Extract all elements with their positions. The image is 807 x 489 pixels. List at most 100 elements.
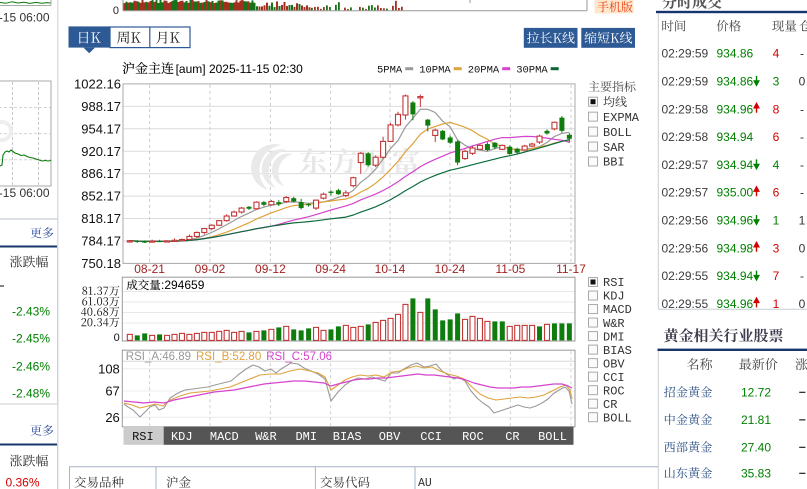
svg-text:27.40: 27.40 xyxy=(741,441,771,455)
svg-text:BIAS: BIAS xyxy=(603,344,632,358)
svg-text:934.96: 934.96 xyxy=(717,297,754,311)
svg-text:-: - xyxy=(800,158,804,172)
svg-text:02:29:56: 02:29:56 xyxy=(662,214,709,228)
svg-text:0: 0 xyxy=(799,297,806,311)
svg-text:KDJ: KDJ xyxy=(603,290,625,304)
svg-text:RSI_A:46.89: RSI_A:46.89 xyxy=(126,351,191,363)
svg-text:5PMA: 5PMA xyxy=(377,65,403,77)
svg-text:26: 26 xyxy=(105,410,119,425)
svg-text:934.94: 934.94 xyxy=(717,158,754,172)
svg-text:-15 06:00: -15 06:00 xyxy=(0,186,50,200)
svg-text:10-24: 10-24 xyxy=(435,262,466,276)
svg-text:BOLL: BOLL xyxy=(538,430,567,444)
svg-text:09-24: 09-24 xyxy=(315,262,346,276)
svg-text:8: 8 xyxy=(773,102,780,116)
svg-text:934.94: 934.94 xyxy=(717,130,754,144)
svg-text:08-21: 08-21 xyxy=(134,262,165,276)
svg-text:20PMA: 20PMA xyxy=(468,65,500,77)
svg-text:MACD: MACD xyxy=(603,303,632,317)
svg-text:108: 108 xyxy=(98,361,120,376)
svg-text:35.83: 35.83 xyxy=(741,467,771,481)
svg-text:CCI: CCI xyxy=(420,430,442,444)
svg-text:6: 6 xyxy=(773,186,780,200)
svg-text:W&R: W&R xyxy=(603,317,625,331)
svg-text:3: 3 xyxy=(773,241,780,255)
svg-text:0: 0 xyxy=(799,75,806,89)
svg-text:0: 0 xyxy=(114,332,120,344)
svg-text:BIAS: BIAS xyxy=(333,430,362,444)
svg-text:784.17: 784.17 xyxy=(81,234,121,249)
svg-text:BBI: BBI xyxy=(603,156,625,170)
svg-text:988.17: 988.17 xyxy=(81,99,121,114)
svg-text:CR: CR xyxy=(603,398,617,412)
svg-text:DMI: DMI xyxy=(603,330,625,344)
svg-text:3: 3 xyxy=(773,75,780,89)
svg-text:ROC: ROC xyxy=(462,430,484,444)
svg-text:934.94: 934.94 xyxy=(717,269,754,283)
svg-text:750.18: 750.18 xyxy=(81,256,121,271)
svg-text:-2.43%: -2.43% xyxy=(12,305,50,319)
svg-text:12.72: 12.72 xyxy=(741,386,771,400)
svg-text:OBV: OBV xyxy=(603,357,625,371)
svg-text:CCI: CCI xyxy=(603,371,625,385)
svg-text:4: 4 xyxy=(773,158,780,172)
svg-text:0.36%: 0.36% xyxy=(5,476,39,489)
svg-text:920.17: 920.17 xyxy=(81,144,121,159)
svg-text:21.81: 21.81 xyxy=(741,413,771,427)
svg-text:DMI: DMI xyxy=(295,430,317,444)
svg-text:02:29:58: 02:29:58 xyxy=(662,130,709,144)
svg-text:02:29:56: 02:29:56 xyxy=(662,241,709,255)
svg-text:OBV: OBV xyxy=(379,430,401,444)
svg-text:934.86: 934.86 xyxy=(717,47,754,61)
svg-text:RSI_C:57.06: RSI_C:57.06 xyxy=(266,351,332,363)
svg-text:10-14: 10-14 xyxy=(375,262,406,276)
svg-text:1: 1 xyxy=(799,214,806,228)
svg-text:09-02: 09-02 xyxy=(195,262,226,276)
svg-text:SAR: SAR xyxy=(603,141,625,155)
svg-text:EXPMA: EXPMA xyxy=(603,111,640,125)
svg-text:-2.48%: -2.48% xyxy=(12,387,50,401)
svg-text:10PMA: 10PMA xyxy=(419,65,451,77)
svg-text:886.17: 886.17 xyxy=(81,166,121,181)
svg-text:-2.46%: -2.46% xyxy=(12,360,50,374)
svg-text:0: 0 xyxy=(113,5,119,17)
svg-text:-: - xyxy=(800,186,804,200)
svg-text:02:29:55: 02:29:55 xyxy=(662,269,709,283)
svg-text:818.17: 818.17 xyxy=(81,211,121,226)
svg-text:CR: CR xyxy=(505,430,519,444)
svg-text:11-17: 11-17 xyxy=(556,262,586,276)
svg-text:6: 6 xyxy=(773,130,780,144)
svg-text:-: - xyxy=(800,130,804,144)
svg-text::294659: :294659 xyxy=(161,278,205,292)
svg-text:02:29:59: 02:29:59 xyxy=(662,47,709,61)
svg-text:02:29:57: 02:29:57 xyxy=(662,186,709,200)
svg-text:-: - xyxy=(800,102,804,116)
svg-text:934.98: 934.98 xyxy=(717,241,754,255)
svg-text:W&R: W&R xyxy=(255,430,277,444)
svg-text:RSI: RSI xyxy=(603,276,625,290)
svg-text:1: 1 xyxy=(773,214,780,228)
svg-text:KDJ: KDJ xyxy=(171,430,193,444)
svg-text:MACD: MACD xyxy=(210,430,239,444)
svg-text:-2.45%: -2.45% xyxy=(12,332,50,346)
svg-text:02:29:59: 02:29:59 xyxy=(662,75,709,89)
svg-text:-: - xyxy=(800,47,804,61)
svg-text:1022.16: 1022.16 xyxy=(74,77,121,92)
svg-text:02:29:58: 02:29:58 xyxy=(662,102,709,116)
svg-text:67: 67 xyxy=(105,384,119,399)
svg-text:02:29:57: 02:29:57 xyxy=(662,158,709,172)
svg-text:02:29:55: 02:29:55 xyxy=(662,297,709,311)
svg-text:852.17: 852.17 xyxy=(81,189,121,204)
svg-text:7: 7 xyxy=(773,269,780,283)
svg-text:11-05: 11-05 xyxy=(495,262,525,276)
svg-text:934.86: 934.86 xyxy=(717,75,754,89)
svg-text:30PMA: 30PMA xyxy=(516,65,548,77)
svg-text:934.96: 934.96 xyxy=(717,102,754,116)
svg-text:[aum] 2025-11-15 02:30: [aum] 2025-11-15 02:30 xyxy=(176,62,304,76)
svg-text:RSI_B:52.80: RSI_B:52.80 xyxy=(196,351,261,363)
svg-text:0: 0 xyxy=(799,241,806,255)
svg-text:934.96: 934.96 xyxy=(717,214,754,228)
svg-text:09-12: 09-12 xyxy=(255,262,286,276)
svg-text:RSI: RSI xyxy=(132,430,154,444)
svg-text:AU: AU xyxy=(418,477,432,489)
